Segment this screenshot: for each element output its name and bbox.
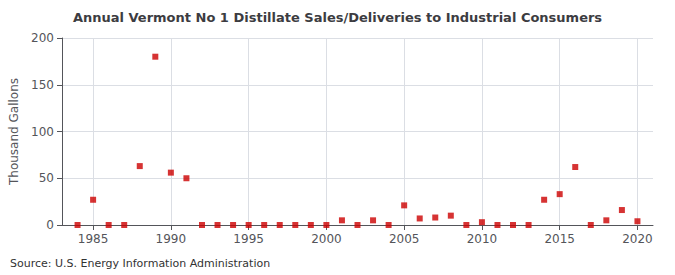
svg-text:2000: 2000	[311, 232, 342, 246]
svg-text:1990: 1990	[156, 232, 187, 246]
svg-text:Source: U.S. Energy Informatio: Source: U.S. Energy Information Administ…	[10, 257, 270, 270]
svg-text:1985: 1985	[78, 232, 109, 246]
svg-text:100: 100	[31, 125, 54, 139]
svg-text:50: 50	[39, 171, 54, 185]
svg-text:2015: 2015	[544, 232, 575, 246]
svg-text:0: 0	[46, 218, 54, 232]
svg-text:1995: 1995	[233, 232, 264, 246]
svg-text:2005: 2005	[389, 232, 420, 246]
svg-text:2010: 2010	[467, 232, 498, 246]
svg-text:2020: 2020	[622, 232, 653, 246]
svg-text:200: 200	[31, 31, 54, 45]
svg-text:Annual Vermont No 1 Distillate: Annual Vermont No 1 Distillate Sales/Del…	[73, 10, 602, 25]
svg-text:150: 150	[31, 78, 54, 92]
svg-text:Thousand Gallons: Thousand Gallons	[7, 78, 21, 186]
